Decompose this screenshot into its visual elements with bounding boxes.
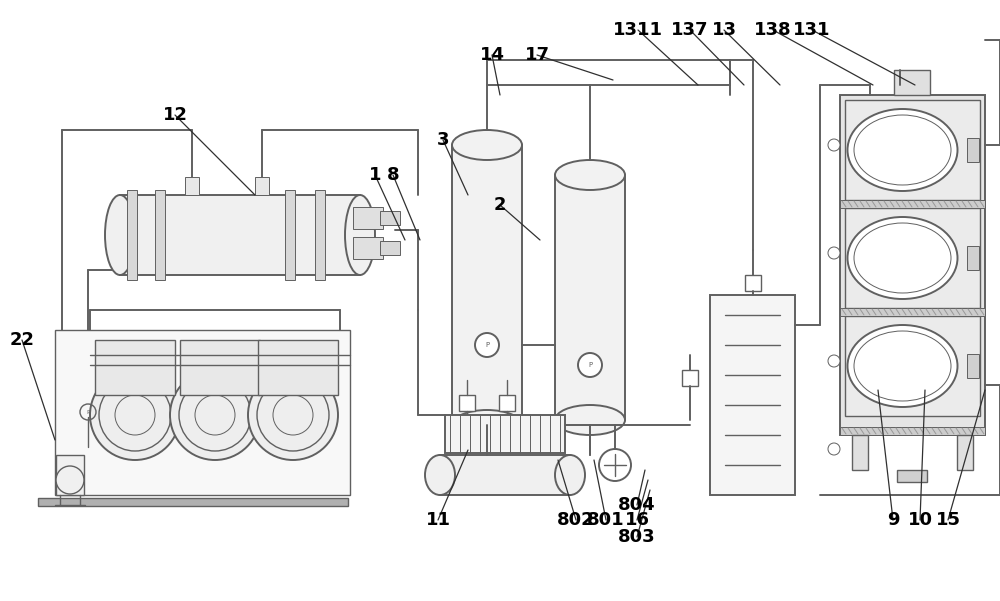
Bar: [840, 427, 985, 435]
Text: 801: 801: [587, 511, 625, 529]
Circle shape: [828, 355, 840, 367]
Bar: [744, 275, 761, 291]
Ellipse shape: [105, 195, 135, 275]
Text: 131: 131: [793, 21, 831, 39]
Ellipse shape: [555, 405, 625, 435]
Bar: [499, 395, 515, 411]
Circle shape: [475, 333, 499, 357]
Bar: [95, 340, 175, 395]
Text: 137: 137: [671, 21, 709, 39]
Ellipse shape: [345, 195, 375, 275]
Bar: [682, 370, 698, 386]
Bar: [967, 138, 979, 162]
Circle shape: [599, 449, 631, 481]
Circle shape: [56, 466, 84, 494]
Text: P: P: [485, 342, 489, 348]
Bar: [380, 241, 400, 255]
Circle shape: [578, 353, 602, 377]
Text: 802: 802: [557, 511, 595, 529]
Text: 12: 12: [162, 106, 188, 124]
Bar: [353, 207, 383, 229]
Bar: [967, 354, 979, 378]
Text: 8: 8: [387, 166, 399, 184]
Bar: [127, 190, 137, 280]
Bar: [56, 455, 84, 495]
Bar: [845, 100, 980, 200]
Bar: [967, 246, 979, 270]
Bar: [185, 177, 199, 195]
Bar: [459, 395, 475, 411]
Bar: [840, 308, 985, 316]
Circle shape: [90, 370, 180, 460]
Bar: [155, 190, 165, 280]
Text: 13: 13: [712, 21, 736, 39]
Bar: [38, 498, 348, 506]
Circle shape: [828, 139, 840, 151]
Text: 804: 804: [618, 496, 656, 514]
Text: 15: 15: [936, 511, 960, 529]
Ellipse shape: [555, 160, 625, 190]
Bar: [380, 211, 400, 225]
Bar: [445, 415, 565, 453]
Text: 1311: 1311: [613, 21, 663, 39]
Text: 3: 3: [437, 131, 449, 149]
Bar: [710, 295, 795, 495]
Bar: [353, 237, 383, 259]
Text: 2: 2: [494, 196, 506, 214]
Ellipse shape: [452, 410, 522, 440]
Circle shape: [828, 443, 840, 455]
Bar: [845, 208, 980, 308]
Bar: [845, 316, 980, 416]
Text: 17: 17: [524, 46, 550, 64]
Bar: [120, 195, 360, 275]
Ellipse shape: [452, 130, 522, 160]
Bar: [180, 340, 260, 395]
Bar: [255, 177, 269, 195]
Bar: [840, 200, 985, 208]
Circle shape: [170, 370, 260, 460]
Bar: [852, 435, 868, 470]
Circle shape: [248, 370, 338, 460]
Bar: [452, 145, 522, 425]
Bar: [894, 70, 930, 95]
Text: 138: 138: [754, 21, 792, 39]
Ellipse shape: [848, 109, 958, 191]
Bar: [258, 340, 338, 395]
Text: 16: 16: [624, 511, 650, 529]
Bar: [555, 175, 625, 420]
Bar: [315, 190, 325, 280]
Bar: [285, 190, 295, 280]
Text: 1: 1: [369, 166, 381, 184]
Ellipse shape: [848, 217, 958, 299]
Bar: [840, 95, 985, 435]
Bar: [957, 435, 973, 470]
Ellipse shape: [555, 455, 585, 495]
Text: 11: 11: [426, 511, 450, 529]
Text: 9: 9: [887, 511, 899, 529]
Text: P: P: [86, 409, 90, 415]
Text: 22: 22: [10, 331, 34, 349]
Text: P: P: [588, 362, 592, 368]
Circle shape: [828, 247, 840, 259]
Text: 10: 10: [908, 511, 932, 529]
Bar: [897, 470, 927, 482]
Text: 14: 14: [480, 46, 505, 64]
Bar: [55, 330, 350, 495]
Text: 803: 803: [618, 528, 656, 546]
Bar: [440, 455, 570, 495]
Ellipse shape: [848, 325, 958, 407]
Ellipse shape: [425, 455, 455, 495]
